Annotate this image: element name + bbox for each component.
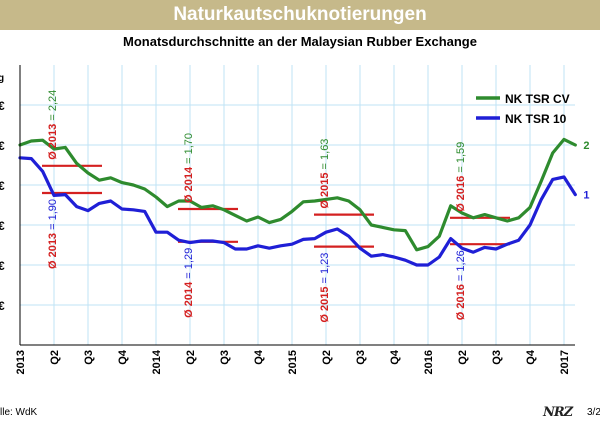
- y-tick-label: €: [0, 139, 5, 153]
- average-label: Ø 2016 = 1,26: [455, 250, 467, 320]
- y-tick-label: €: [0, 179, 5, 193]
- average-label: Ø 2016 = 1,59: [455, 142, 467, 212]
- series-line-nk-tsr-cv: [18, 137, 577, 252]
- x-tick-label: Q3: [219, 350, 231, 365]
- x-tick-label: Q2: [321, 350, 333, 365]
- nrz-logo: NRZ: [543, 405, 573, 420]
- average-label: Ø 2013 = 2,24: [47, 90, 59, 160]
- y-axis-label: g: [0, 73, 4, 84]
- average-label: Ø 2013 = 1,90: [47, 199, 59, 269]
- average-label: Ø 2014 = 1,70: [183, 133, 195, 203]
- y-tick-label: €: [0, 299, 5, 313]
- series-end-label: 1: [583, 190, 589, 202]
- x-tick-label: Q3: [83, 350, 95, 365]
- x-tick-label: Q2: [185, 350, 197, 365]
- series-end-label: 2: [583, 140, 589, 152]
- chart-title: Naturkautschuknotierungen: [173, 4, 427, 25]
- legend-label: NK TSR 10: [505, 112, 567, 126]
- title-banner: Naturkautschuknotierungen: [0, 0, 600, 30]
- x-tick-label: Q3: [491, 350, 503, 365]
- x-tick-label: Q4: [117, 349, 129, 365]
- x-tick-label: 2013: [15, 350, 27, 374]
- x-tick-label: Q4: [253, 349, 265, 365]
- x-tick-label: Q3: [355, 350, 367, 365]
- chart-subtitle: Monatsdurchschnitte an der Malaysian Rub…: [123, 34, 477, 49]
- average-label: Ø 2014 = 1,29: [183, 248, 195, 318]
- average-label: Ø 2015 = 1,63: [319, 139, 331, 209]
- footer: lle: WdK NRZ 3/2: [0, 405, 600, 425]
- x-tick-label: Q4: [389, 349, 401, 365]
- y-tick-label: €: [0, 219, 5, 233]
- series-line-nk-tsr-10: [18, 156, 577, 267]
- page-number: 3/2: [587, 407, 600, 418]
- y-tick-label: €: [0, 259, 5, 273]
- x-tick-label: Q2: [457, 350, 469, 365]
- x-tick-label: 2015: [287, 350, 299, 374]
- x-tick-label: 2014: [151, 349, 163, 374]
- average-label: Ø 2015 = 1,23: [319, 253, 331, 323]
- source-note: lle: WdK: [0, 407, 38, 418]
- x-tick-label: 2017: [559, 350, 571, 374]
- legend-label: NK TSR CV: [505, 92, 570, 106]
- x-tick-label: Q2: [49, 350, 61, 365]
- x-tick-label: Q4: [525, 349, 537, 365]
- x-tick-label: 2016: [423, 350, 435, 374]
- y-tick-label: €: [0, 99, 5, 113]
